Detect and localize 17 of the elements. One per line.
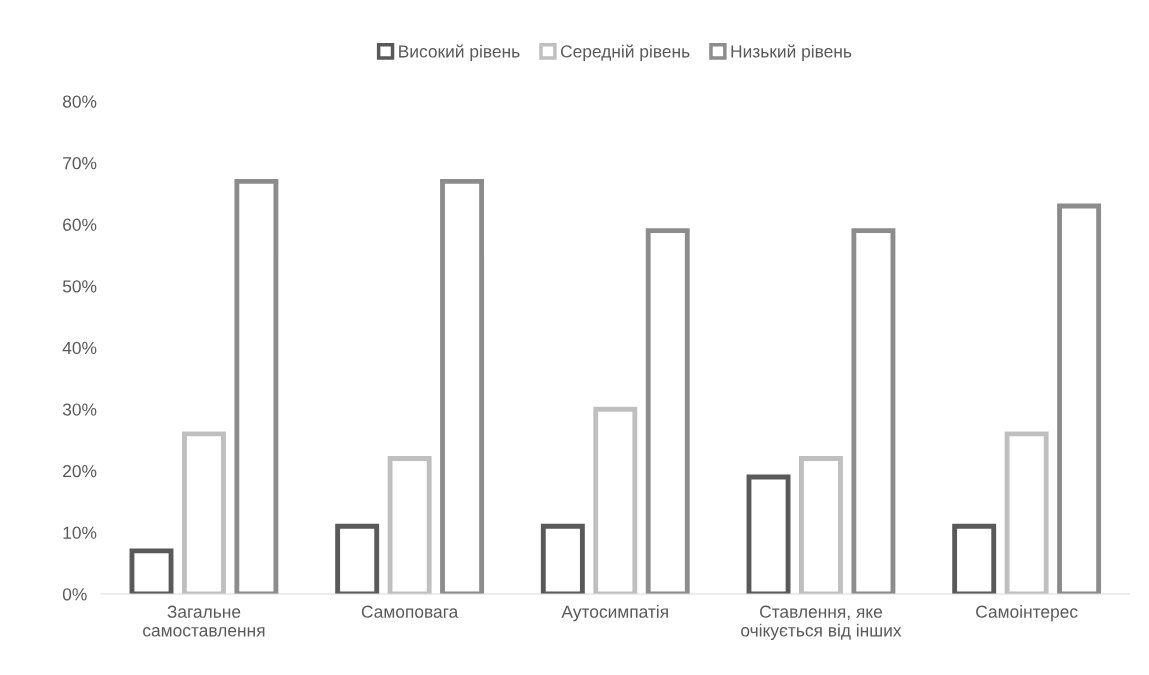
- y-tick-label: 10%: [63, 526, 97, 539]
- y-tick-label: 60%: [63, 218, 97, 231]
- y-tick-label: 80%: [62, 95, 97, 108]
- legend-label: Високий рівень: [399, 44, 520, 61]
- x-tick-label: Загальне самоставлення: [143, 605, 265, 637]
- legend-label: Низький рівень: [731, 44, 852, 61]
- y-tick-label: 70%: [63, 157, 97, 170]
- y-tick-label: 30%: [62, 403, 97, 416]
- y-tick-label: 40%: [62, 341, 97, 355]
- y-tick-label: 50%: [62, 280, 97, 293]
- y-tick-label: 0%: [62, 588, 87, 601]
- x-tick-label: Ставлення, яке очікується від інших: [741, 605, 902, 640]
- x-tick-label: Аутосимпатія: [561, 605, 668, 622]
- legend-label: Середній рівень: [560, 44, 690, 61]
- x-tick-label: Самоповага: [361, 605, 459, 618]
- x-tick-label: Самоінтерес: [976, 605, 1078, 622]
- y-tick-label: 20%: [63, 464, 97, 478]
